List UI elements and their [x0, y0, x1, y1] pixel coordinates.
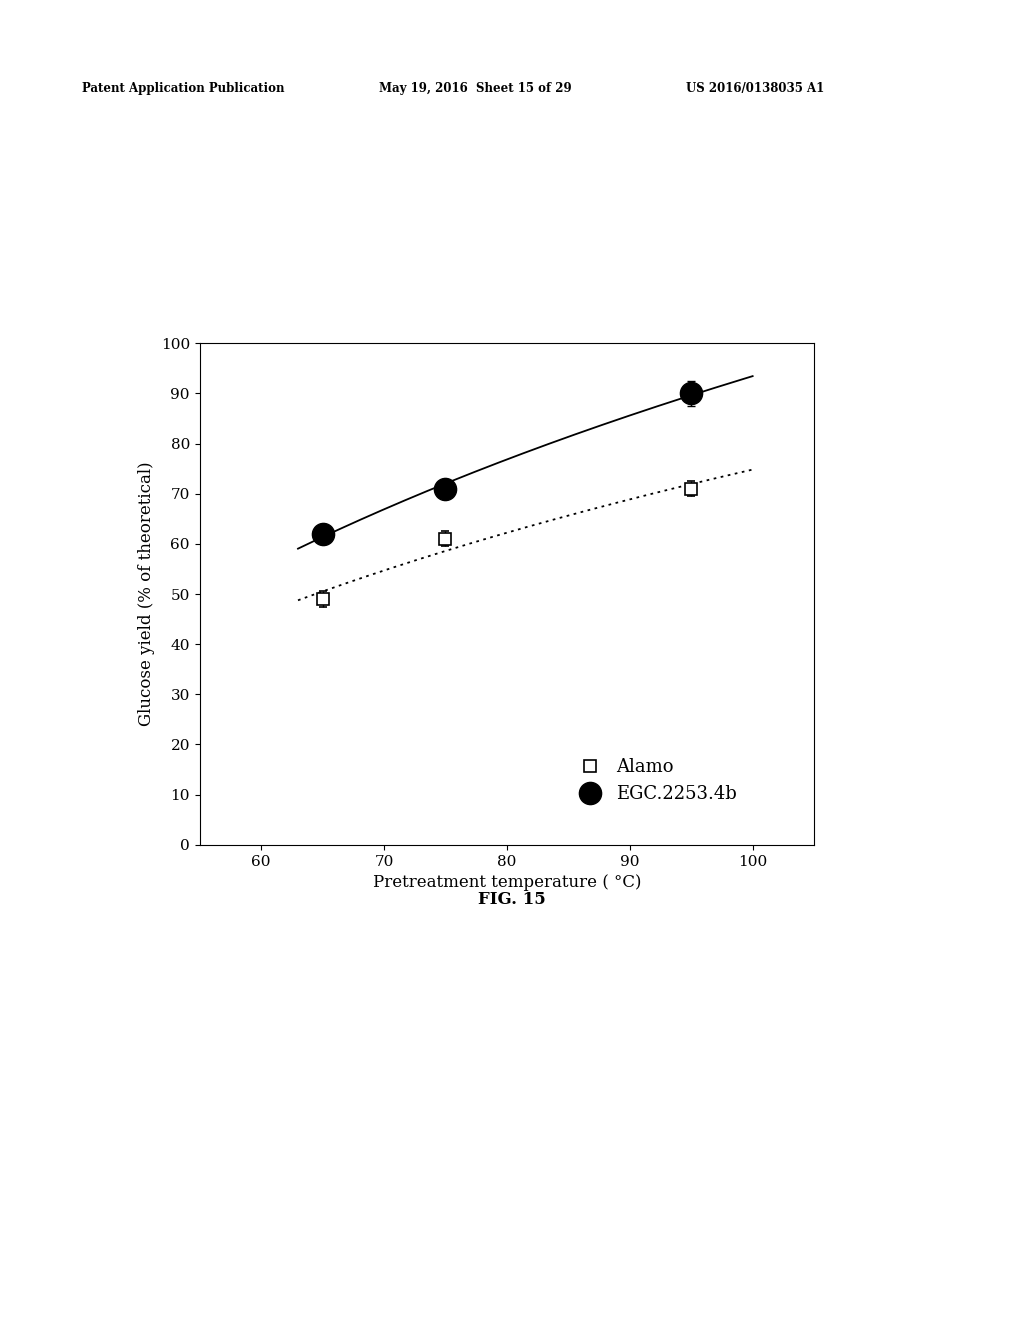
Text: Patent Application Publication: Patent Application Publication [82, 82, 285, 95]
Y-axis label: Glucose yield (% of theoretical): Glucose yield (% of theoretical) [138, 462, 156, 726]
Text: FIG. 15: FIG. 15 [478, 891, 546, 908]
X-axis label: Pretreatment temperature ( °C): Pretreatment temperature ( °C) [373, 874, 641, 891]
Text: US 2016/0138035 A1: US 2016/0138035 A1 [686, 82, 824, 95]
Legend: Alamo, EGC.2253.4b: Alamo, EGC.2253.4b [575, 751, 743, 810]
Text: May 19, 2016  Sheet 15 of 29: May 19, 2016 Sheet 15 of 29 [379, 82, 571, 95]
